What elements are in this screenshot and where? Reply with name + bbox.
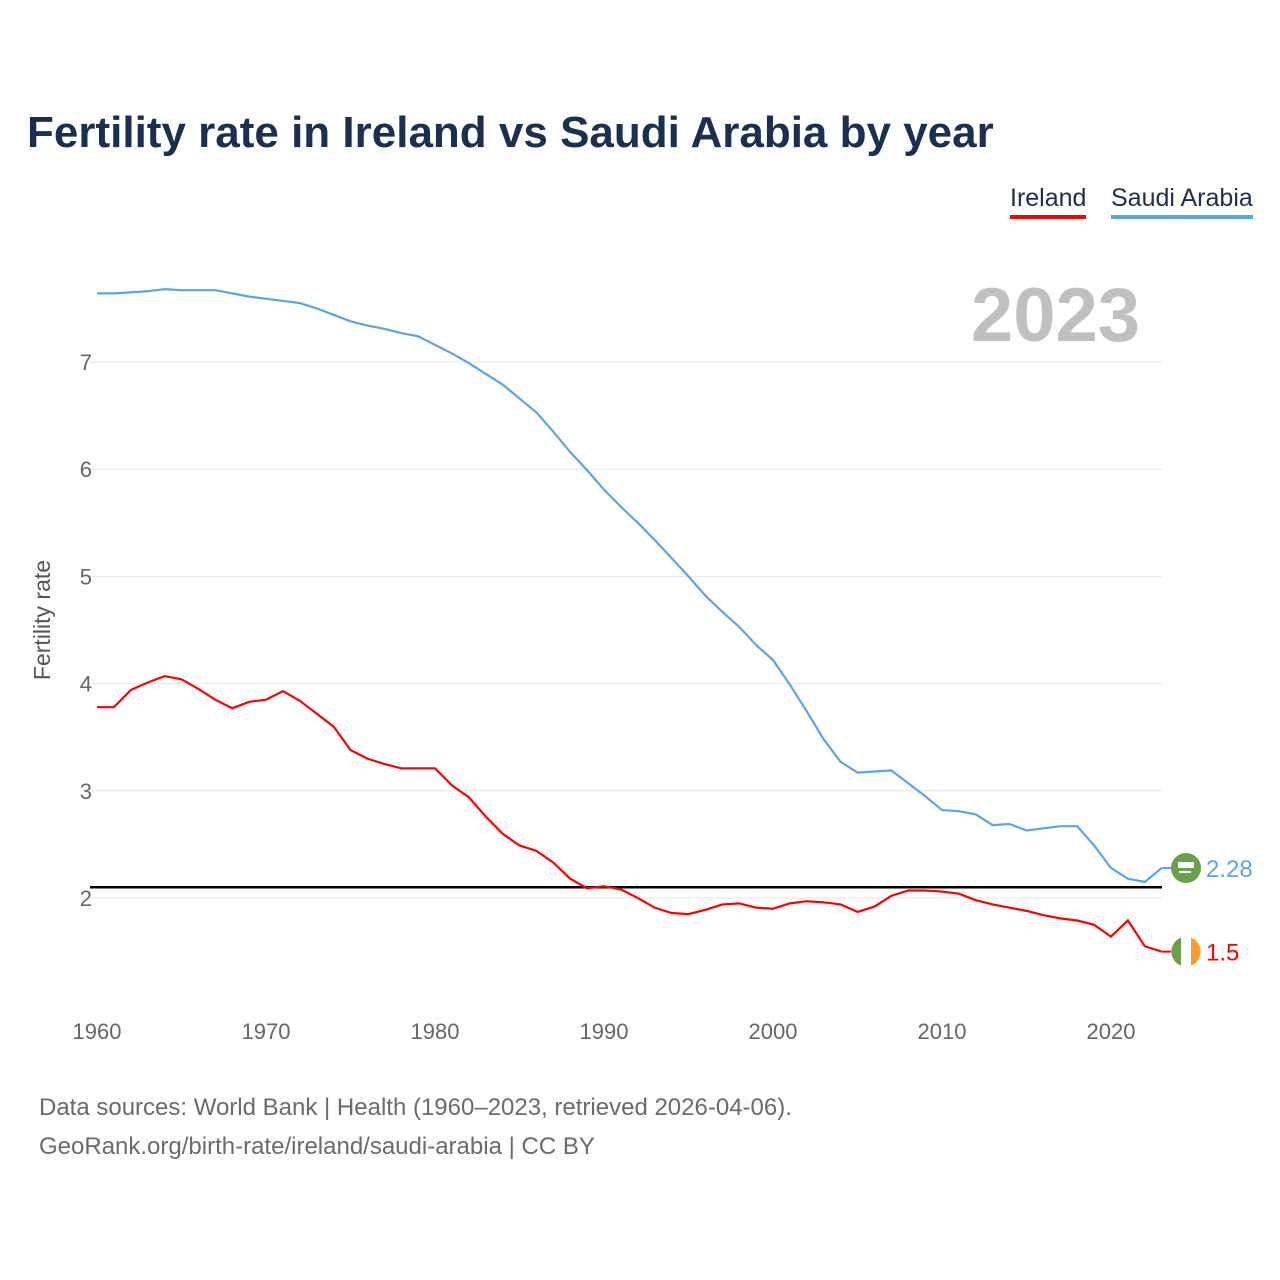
- y-tick-label: 5: [80, 564, 92, 589]
- x-tick-label: 1990: [580, 1019, 629, 1044]
- x-tick-label: 2000: [749, 1019, 798, 1044]
- x-tick-label: 1960: [73, 1019, 122, 1044]
- y-tick-label: 3: [80, 779, 92, 804]
- legend-saudi-arabia[interactable]: Saudi Arabia: [1111, 184, 1253, 219]
- y-axis-label: Fertility rate: [29, 560, 55, 680]
- flag-orange-band: [1191, 937, 1201, 966]
- source-line: Data sources: World Bank | Health (1960–…: [39, 1094, 792, 1121]
- y-tick-label: 7: [80, 350, 92, 375]
- source-note: Data sources: World Bank | Health (1960–…: [39, 1088, 792, 1166]
- series-line-saudi-arabia: [97, 287, 1163, 884]
- year-watermark: 2023: [971, 273, 1140, 358]
- x-tick-label: 1970: [242, 1019, 291, 1044]
- flag-emblem: [1178, 861, 1194, 868]
- y-tick-label: 2: [80, 886, 92, 911]
- end-value-label: 2.28: [1206, 856, 1253, 883]
- end-value-label: 1.5: [1206, 940, 1239, 967]
- x-tick-label: 2010: [918, 1019, 967, 1044]
- y-tick-label: 6: [80, 457, 92, 482]
- series-line-ireland: [97, 674, 1163, 953]
- x-tick-label: 2020: [1087, 1019, 1136, 1044]
- flag-green-band: [1171, 937, 1181, 966]
- x-tick-label: 1980: [411, 1019, 460, 1044]
- chart-title: Fertility rate in Ireland vs Saudi Arabi…: [27, 108, 994, 157]
- y-tick-label: 4: [80, 672, 92, 697]
- flag-sword: [1179, 870, 1191, 873]
- legend-ireland[interactable]: Ireland: [1010, 184, 1087, 219]
- source-link[interactable]: GeoRank.org/birth-rate/ireland/saudi-ara…: [39, 1133, 595, 1160]
